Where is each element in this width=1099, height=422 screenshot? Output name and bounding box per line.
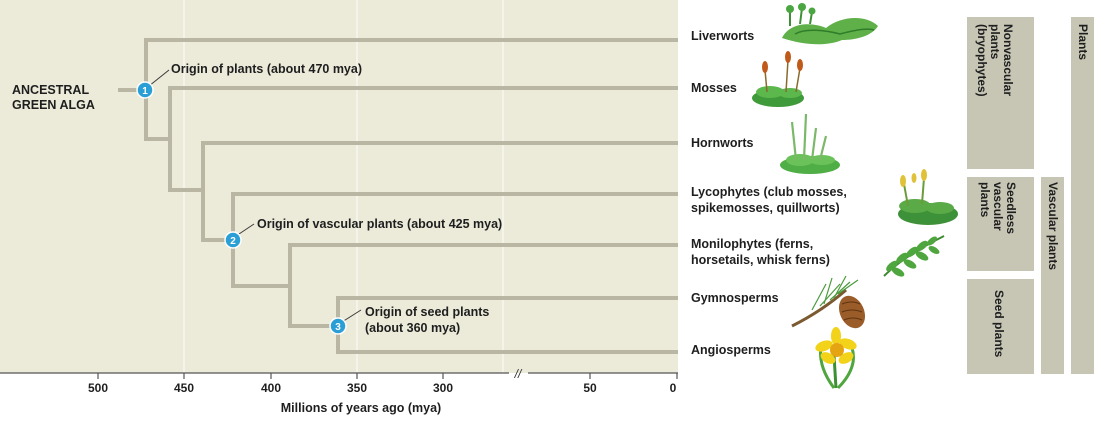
taxon-mosses: Mosses bbox=[691, 81, 737, 95]
lycophyte-plant-icon bbox=[898, 169, 958, 225]
gridlines bbox=[183, 0, 504, 373]
pine-cone-icon bbox=[791, 275, 866, 329]
origin-seed-label-line1: Origin of seed plants bbox=[365, 305, 489, 319]
origin-node-3: 3 bbox=[329, 317, 347, 335]
ancestor-label-line1: ANCESTRAL bbox=[12, 83, 89, 97]
hornwort-plant-icon bbox=[780, 113, 840, 174]
moss-plant-icon bbox=[752, 51, 804, 107]
group-label-plants: Plants bbox=[1076, 24, 1090, 61]
origin-number-2: 2 bbox=[230, 236, 236, 247]
group-label-vascular: Vascular plants bbox=[1046, 182, 1060, 271]
tick-label-0: 0 bbox=[670, 381, 677, 395]
taxon-liverworts: Liverworts bbox=[691, 29, 754, 43]
taxon-lycophytes-line1: Lycophytes (club mosses, bbox=[691, 185, 847, 199]
bracket-seed bbox=[967, 279, 1034, 374]
taxon-hornworts: Hornworts bbox=[691, 136, 754, 150]
bracket-nonvascular bbox=[967, 17, 1034, 169]
bracket-plants bbox=[1071, 17, 1094, 374]
bracket-vascular bbox=[1041, 177, 1064, 374]
tick-label-400: 400 bbox=[261, 381, 281, 395]
tick-label-500: 500 bbox=[88, 381, 108, 395]
group-label-nonvascular: Nonvascular plants (bryophytes) bbox=[975, 24, 1015, 97]
origin-number-1: 1 bbox=[142, 86, 148, 97]
daffodil-flower-icon bbox=[815, 327, 857, 390]
group-label-seed: Seed plants bbox=[992, 290, 1006, 358]
axis-label: Millions of years ago (mya) bbox=[281, 401, 441, 415]
tick-label-300: 300 bbox=[433, 381, 453, 395]
group-label-seedless: Seedless vascular plants bbox=[978, 182, 1018, 235]
taxon-gymnosperms: Gymnosperms bbox=[691, 291, 779, 305]
taxon-lycophytes-line2: spikemosses, quillworts) bbox=[691, 201, 840, 215]
liverwort-plant-icon bbox=[782, 3, 878, 45]
origin-plants-label: Origin of plants (about 470 mya) bbox=[171, 62, 362, 76]
tick-label-50: 50 bbox=[583, 381, 597, 395]
tick-label-450: 450 bbox=[174, 381, 194, 395]
fern-plant-icon bbox=[883, 235, 945, 277]
origin-node-1: 1 bbox=[136, 81, 154, 99]
bracket-seedless bbox=[967, 177, 1034, 271]
origin-vascular-label: Origin of vascular plants (about 425 mya… bbox=[257, 217, 502, 231]
origin-node-2: 2 bbox=[224, 231, 242, 249]
group-brackets bbox=[967, 17, 1094, 374]
taxon-monilophytes-line1: Monilophytes (ferns, bbox=[691, 237, 813, 251]
origin-number-3: 3 bbox=[335, 322, 341, 333]
taxon-angiosperms: Angiosperms bbox=[691, 343, 771, 357]
taxon-monilophytes-line2: horsetails, whisk ferns) bbox=[691, 253, 830, 267]
time-axis: 500 450 400 350 300 50 0 // Millions of … bbox=[0, 367, 678, 415]
ancestor-label-line2: GREEN ALGA bbox=[12, 98, 95, 112]
axis-break-mark: // bbox=[514, 367, 523, 381]
tick-label-350: 350 bbox=[347, 381, 367, 395]
origin-seed-label-line2: (about 360 mya) bbox=[365, 321, 460, 335]
